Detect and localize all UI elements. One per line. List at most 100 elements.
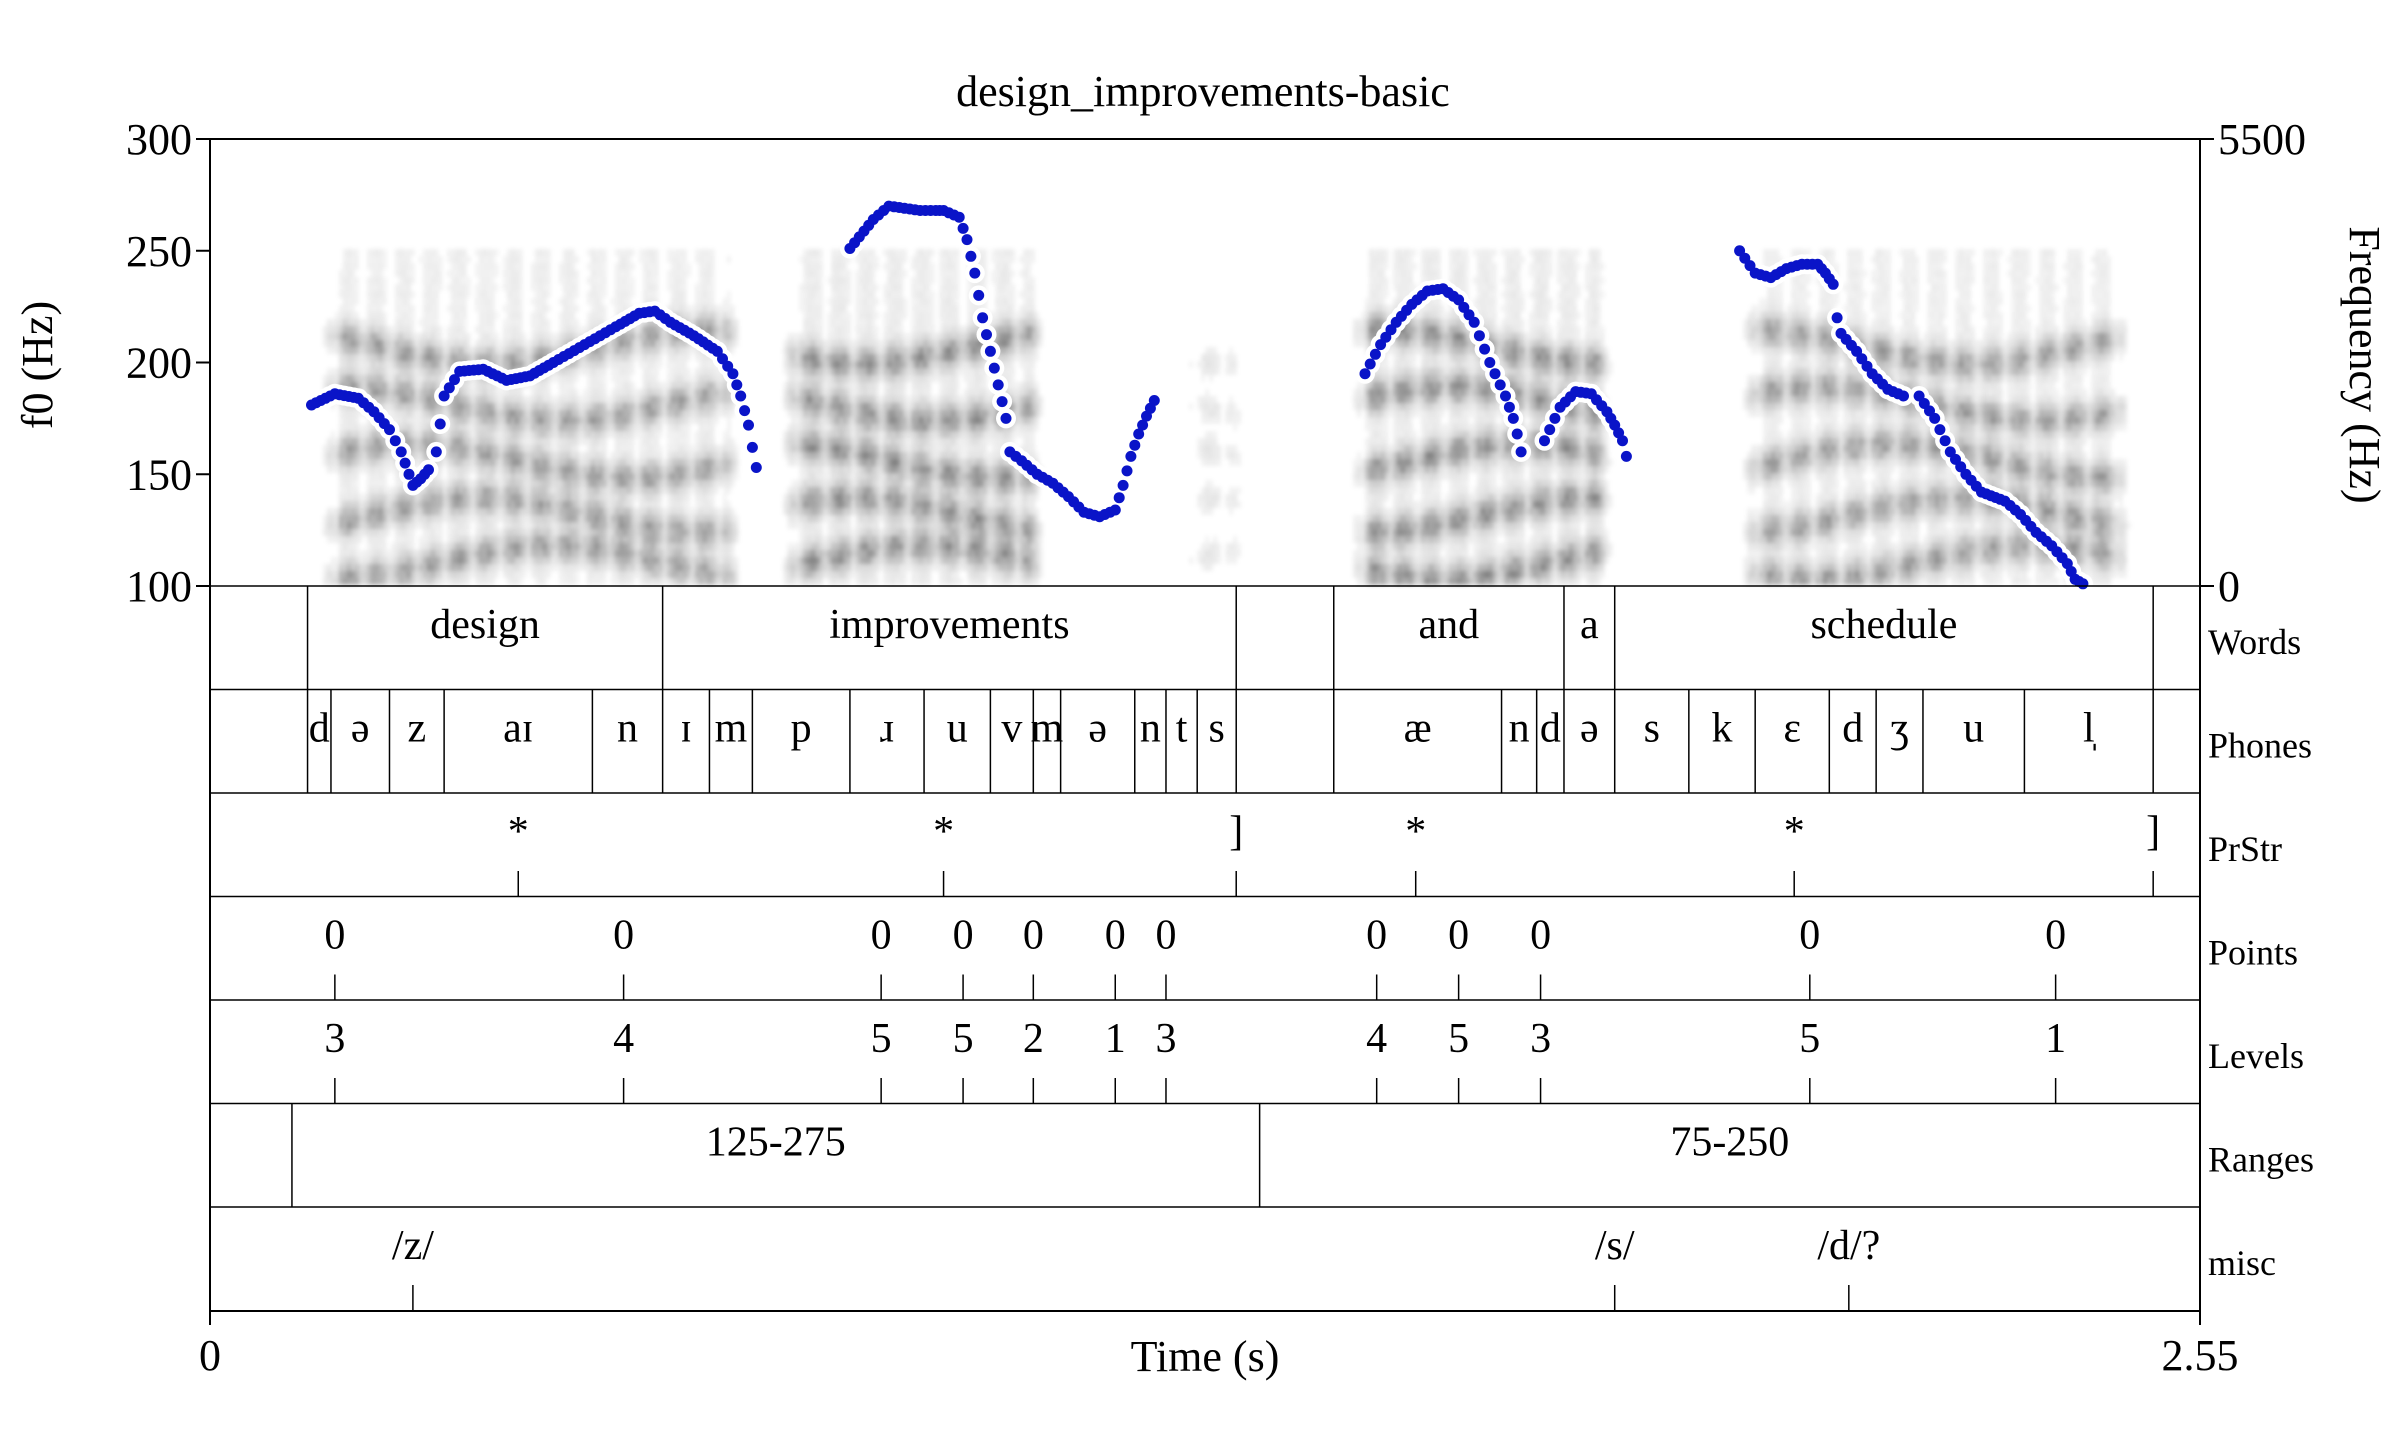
spectrogram-cell [575,459,579,466]
spectrogram-cell [611,536,615,543]
spectrogram-cell [615,522,619,529]
spectrogram-cell [799,291,803,298]
spectrogram-cell [655,543,659,550]
spectrogram-cell [387,571,391,578]
spectrogram-cell [731,564,735,571]
spectrogram-cell [811,389,815,396]
spectrogram-cell [691,508,695,515]
spectrogram-cell [355,431,359,438]
spectrogram-cell [459,452,463,459]
spectrogram-cell [443,578,447,585]
spectrogram-cell [599,305,603,312]
spectrogram-cell [691,536,695,543]
spectrogram-cell [531,557,535,564]
spectrogram-cell [791,543,795,550]
spectrogram-cell [807,319,811,326]
spectrogram-cell [431,501,435,508]
spectrogram-cell [455,550,459,557]
spectrogram-cell [655,564,659,571]
spectrogram-cell [367,333,371,340]
spectrogram-cell [475,508,479,515]
spectrogram-cell [539,333,543,340]
spectrogram-cell [463,277,467,284]
spectrogram-cell [667,522,671,529]
spectrogram-cell [727,319,731,326]
spectrogram-cell [439,501,443,508]
spectrogram-cell [631,424,635,431]
spectrogram-cell [699,382,703,389]
spectrogram-cell [507,515,511,522]
spectrogram-cell [479,340,483,347]
spectrogram-cell [547,305,551,312]
spectrogram-cell [423,340,427,347]
spectrogram-cell [479,529,483,536]
spectrogram-cell [543,256,547,263]
spectrogram-cell [567,543,571,550]
spectrogram-cell [519,298,523,305]
spectrogram-cell [835,543,839,550]
spectrogram-cell [679,312,683,319]
spectrogram-cell [603,389,607,396]
spectrogram-cell [567,557,571,564]
spectrogram-cell [815,571,819,578]
spectrogram-cell [411,410,415,417]
spectrogram-cell [571,459,575,466]
spectrogram-cell [395,557,399,564]
spectrogram-cell [623,291,627,298]
spectrogram-cell [435,291,439,298]
spectrogram-cell [443,368,447,375]
spectrogram-cell [515,529,519,536]
spectrogram-cell [727,452,731,459]
spectrogram-cell [471,452,475,459]
spectrogram-cell [399,578,403,585]
spectrogram-cell [415,501,419,508]
spectrogram-cell [331,522,335,529]
spectrogram-cell [583,473,587,480]
spectrogram-cell [419,459,423,466]
spectrogram-cell [715,466,719,473]
spectrogram-cell [695,375,699,382]
spectrogram-cell [503,480,507,487]
spectrogram-cell [671,256,675,263]
spectrogram-cell [799,340,803,347]
spectrogram-cell [819,564,823,571]
spectrogram-cell [367,277,371,284]
spectrogram-cell [467,445,471,452]
spectrogram-cell [387,522,391,529]
spectrogram-cell [703,389,707,396]
spectrogram-cell [363,508,367,515]
spectrogram-cell [599,291,603,298]
spectrogram-cell [531,466,535,473]
spectrogram-cell [559,340,563,347]
spectrogram-cell [475,438,479,445]
spectrogram-cell [623,368,627,375]
spectrogram-cell [527,473,531,480]
spectrogram-cell [703,375,707,382]
spectrogram-cell [503,501,507,508]
spectrogram-cell [491,515,495,522]
spectrogram-cell [471,431,475,438]
spectrogram-cell [599,438,603,445]
spectrogram-cell [835,564,839,571]
spectrogram-cell [811,578,815,585]
spectrogram-cell [447,515,451,522]
spectrogram-cell [491,410,495,417]
spectrogram-cell [655,487,659,494]
spectrogram-cell [339,326,343,333]
spectrogram-cell [671,487,675,494]
spectrogram-cell [659,515,663,522]
spectrogram-cell [607,361,611,368]
spectrogram-cell [675,543,679,550]
spectrogram-cell [323,571,327,578]
spectrogram-cell [491,319,495,326]
spectrogram-cell [327,368,331,375]
spectrogram-cell [815,515,819,522]
spectrogram-cell [823,571,827,578]
spectrogram-cell [511,480,515,487]
spectrogram-cell [339,578,343,585]
spectrogram-cell [623,375,627,382]
spectrogram-cell [695,298,699,305]
spectrogram-cell [679,494,683,501]
spectrogram-cell [663,403,667,410]
spectrogram-cell [411,452,415,459]
